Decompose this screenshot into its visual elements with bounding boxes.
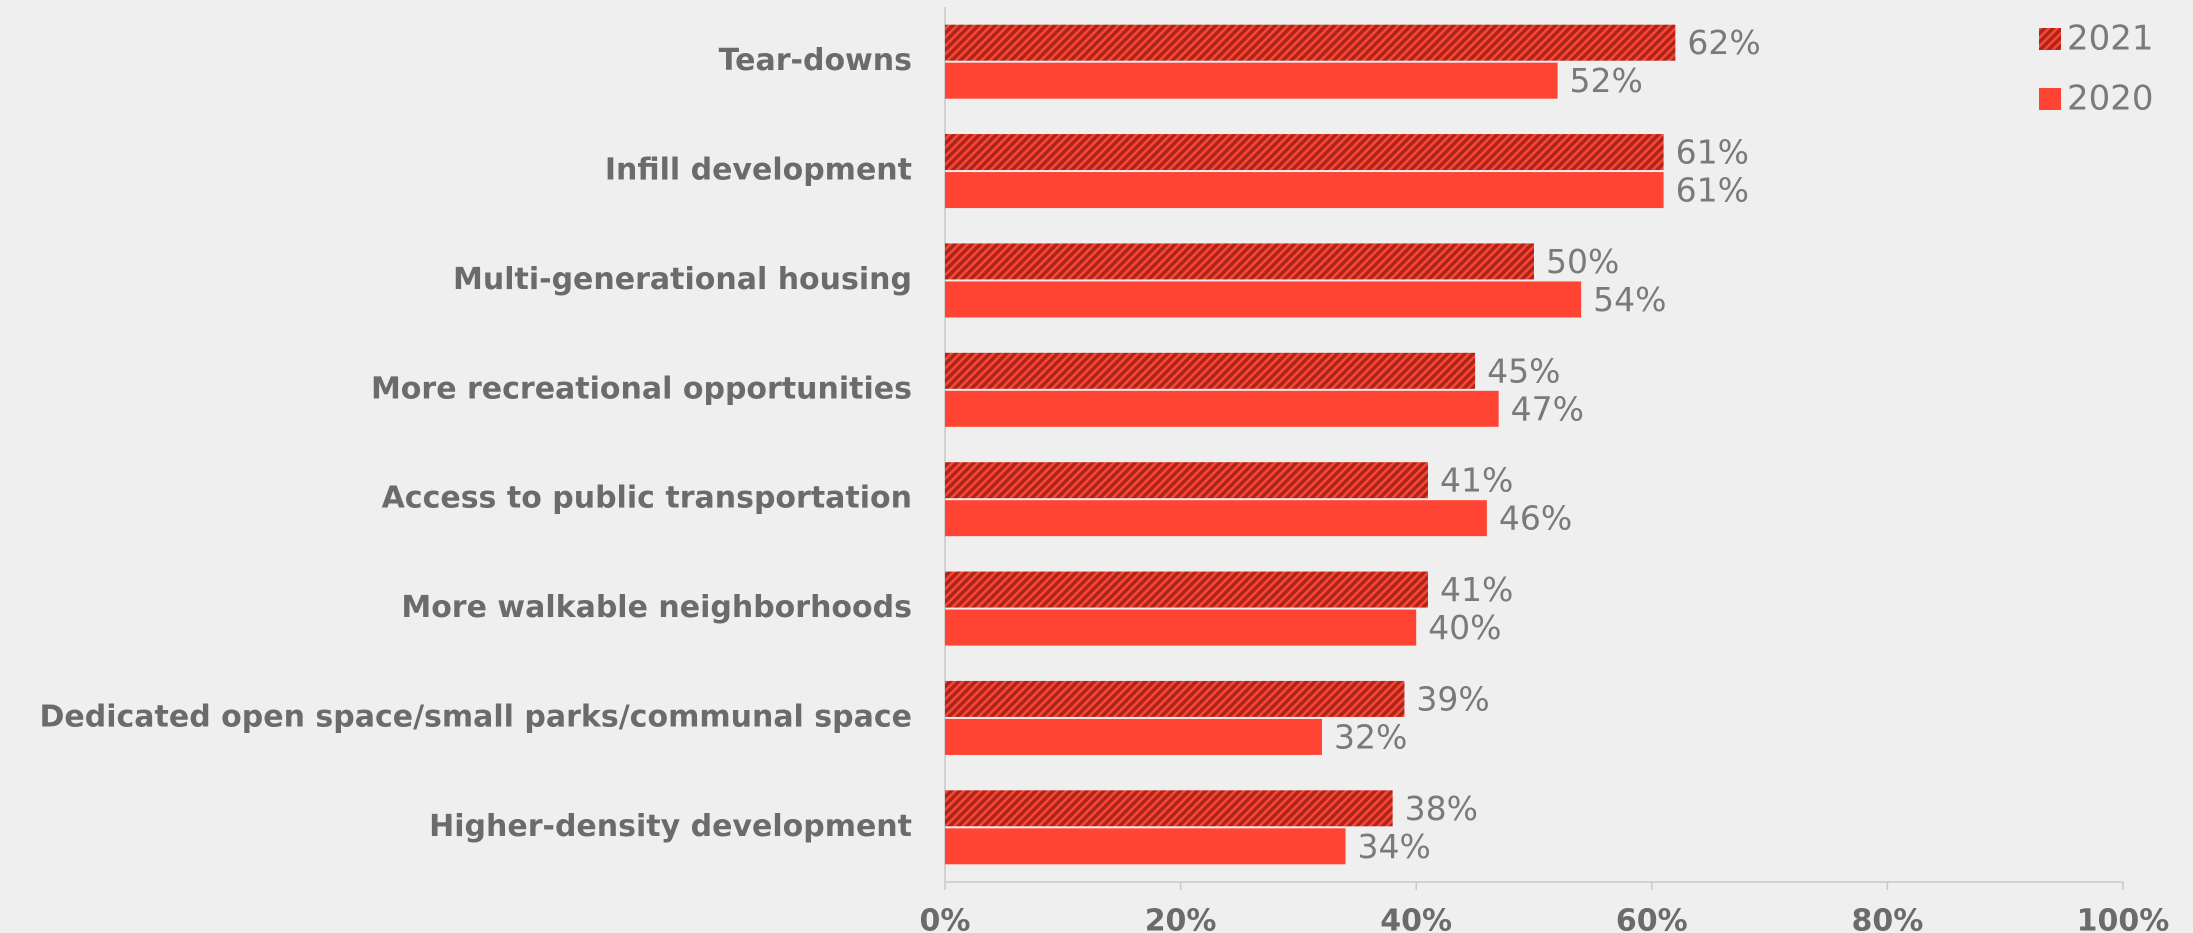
value-label: 50% xyxy=(1546,242,1619,281)
bar xyxy=(945,390,1499,427)
x-tick-label: 20% xyxy=(1145,904,1217,933)
bar xyxy=(945,718,1322,755)
value-label: 61% xyxy=(1676,171,1749,210)
value-label: 41% xyxy=(1440,461,1513,500)
value-label: 38% xyxy=(1405,789,1478,828)
x-tick-label: 40% xyxy=(1380,904,1452,933)
y-tick-label: Tear-downs xyxy=(719,43,912,78)
bar xyxy=(945,571,1428,608)
bar xyxy=(945,462,1428,499)
y-tick-label: Infill development xyxy=(605,153,912,188)
value-label: 52% xyxy=(1570,61,1643,100)
y-tick-label: Higher-density development xyxy=(429,809,912,844)
x-tick-label: 80% xyxy=(1851,904,1923,933)
legend-swatch xyxy=(2039,28,2061,50)
x-tick-label: 60% xyxy=(1616,904,1688,933)
bar xyxy=(945,172,1664,209)
value-label: 45% xyxy=(1487,351,1560,390)
value-label: 40% xyxy=(1428,608,1501,647)
y-tick-label: Access to public transportation xyxy=(382,481,912,516)
bar xyxy=(945,680,1405,717)
bar xyxy=(945,281,1582,318)
value-label: 47% xyxy=(1511,389,1584,428)
y-tick-label: Dedicated open space/small parks/communa… xyxy=(40,699,913,734)
y-tick-label: Multi-generational housing xyxy=(453,262,912,297)
value-label: 41% xyxy=(1440,570,1513,609)
legend-label: 2021 xyxy=(2067,19,2154,59)
y-tick-label: More recreational opportunities xyxy=(371,371,912,406)
value-label: 54% xyxy=(1593,280,1666,319)
bar xyxy=(945,500,1487,537)
legend-label: 2020 xyxy=(2067,79,2154,119)
value-label: 62% xyxy=(1687,23,1760,62)
bar xyxy=(945,828,1346,865)
value-label: 61% xyxy=(1676,133,1749,172)
legend-swatch xyxy=(2039,88,2061,110)
bar xyxy=(945,352,1476,389)
value-label: 46% xyxy=(1499,499,1572,538)
x-tick-label: 0% xyxy=(920,904,971,933)
x-tick-label: 100% xyxy=(2077,904,2170,933)
bar xyxy=(945,609,1417,646)
bar xyxy=(945,134,1664,171)
value-label: 32% xyxy=(1334,717,1407,756)
bar xyxy=(945,62,1558,99)
bar xyxy=(945,243,1534,280)
value-label: 39% xyxy=(1416,679,1489,718)
bar xyxy=(945,24,1676,61)
bar xyxy=(945,790,1393,827)
y-tick-label: More walkable neighborhoods xyxy=(401,590,912,625)
value-label: 34% xyxy=(1358,827,1431,866)
